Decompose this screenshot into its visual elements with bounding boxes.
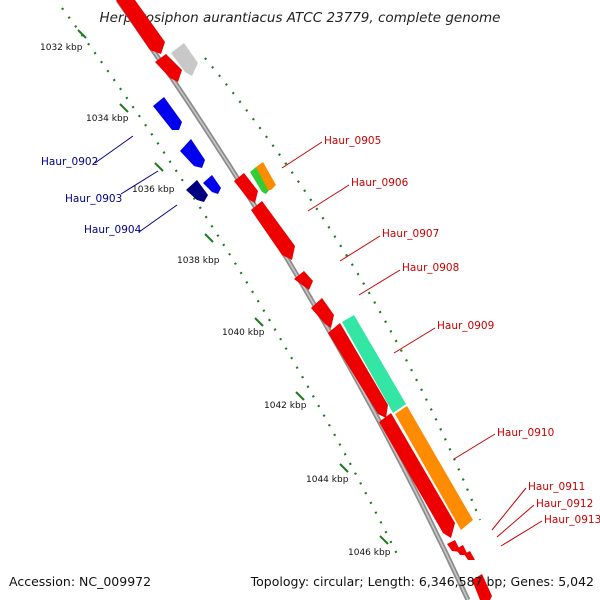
gene-arrow[interactable] — [395, 406, 473, 530]
gene-label[interactable]: Haur_0902 — [41, 156, 98, 168]
gene-arrow[interactable] — [464, 551, 475, 560]
gene-label[interactable]: Haur_0906 — [351, 177, 409, 189]
leader-line — [281, 141, 323, 169]
gene-arrow[interactable] — [234, 173, 258, 203]
gene-arrow[interactable] — [294, 271, 313, 290]
ruler-label: 1038 kbp — [177, 256, 220, 266]
leader-line — [120, 170, 159, 195]
map-title: Herpetosiphon aurantiacus ATCC 23779, co… — [99, 10, 501, 26]
leader-line — [500, 520, 543, 547]
ruler-label: 1036 kbp — [132, 185, 175, 195]
gene-arrow[interactable] — [153, 97, 182, 130]
leader-lines — [94, 135, 543, 547]
plus-strand-genes — [116, 0, 492, 600]
ruler-label: 1040 kbp — [222, 328, 265, 338]
ruler-label: 1034 kbp — [86, 114, 129, 124]
leader-line — [307, 184, 350, 212]
gene-label[interactable]: Haur_0903 — [65, 193, 122, 205]
leader-line — [453, 433, 496, 460]
gene-label[interactable]: Haur_0909 — [437, 320, 494, 332]
ruler-tick — [379, 535, 389, 545]
gene-arrow[interactable] — [203, 175, 221, 194]
gene-arrow[interactable] — [456, 545, 468, 555]
gene-label[interactable]: Haur_0905 — [324, 135, 381, 147]
leader-line — [138, 204, 178, 233]
gene-label[interactable]: Haur_0910 — [497, 427, 554, 439]
gene-arrow[interactable] — [250, 167, 270, 194]
backbone — [115, 0, 471, 600]
ruler-tick — [339, 463, 349, 473]
gene-arrow[interactable] — [251, 201, 295, 260]
gene-label[interactable]: Haur_0912 — [536, 498, 593, 510]
genome-summary-text: Topology: circular; Length: 6,346,587 bp… — [250, 574, 594, 589]
accession-text: Accession: NC_009972 — [9, 574, 152, 589]
gene-arrow[interactable] — [256, 162, 276, 190]
gene-arrow[interactable] — [116, 0, 165, 54]
ruler-group: 1032 kbp 1034 kbp 1036 kbp 1038 kbp 1040… — [40, 29, 391, 558]
gene-label[interactable]: Haur_0904 — [84, 224, 142, 236]
gene-arrow[interactable] — [186, 180, 208, 202]
backbone-highlight — [117, 0, 469, 600]
leader-line — [358, 269, 401, 296]
gene-arrow[interactable] — [472, 574, 492, 600]
ruler-label: 1044 kbp — [306, 475, 349, 485]
ruler-label: 1032 kbp — [40, 43, 83, 53]
ruler-tick — [254, 317, 264, 327]
ruler-tick — [204, 233, 214, 243]
gene-arrow[interactable] — [171, 43, 198, 76]
leader-line — [491, 487, 527, 531]
leader-line — [496, 504, 535, 538]
leader-line — [393, 327, 436, 354]
gene-arrow[interactable] — [311, 298, 334, 328]
gene-label[interactable]: Haur_0908 — [402, 262, 459, 274]
gene-arrow[interactable] — [342, 315, 406, 413]
ruler-tick — [154, 162, 164, 172]
inner-dotted-track — [61, 7, 401, 561]
leader-line — [94, 135, 134, 164]
outer-dotted-track — [204, 57, 482, 521]
gene-label[interactable]: Haur_0911 — [528, 481, 585, 493]
gene-label[interactable]: Haur_0907 — [382, 228, 439, 240]
leader-line — [339, 235, 381, 262]
ruler-label: 1042 kbp — [264, 401, 307, 411]
gene-arrow[interactable] — [155, 54, 182, 82]
gene-arrow[interactable] — [180, 139, 205, 168]
ruler-label: 1046 kbp — [348, 548, 391, 558]
gene-arrow[interactable] — [328, 323, 388, 418]
gene-labels: Haur_0902 Haur_0903 Haur_0904 Haur_0905 … — [41, 135, 600, 526]
gene-arrow[interactable] — [379, 413, 455, 538]
ruler-tick — [77, 29, 87, 39]
ruler-tick — [119, 103, 129, 113]
ruler-tick — [295, 391, 305, 401]
minus-strand-genes — [153, 97, 221, 202]
gene-label[interactable]: Haur_0913 — [544, 514, 600, 526]
